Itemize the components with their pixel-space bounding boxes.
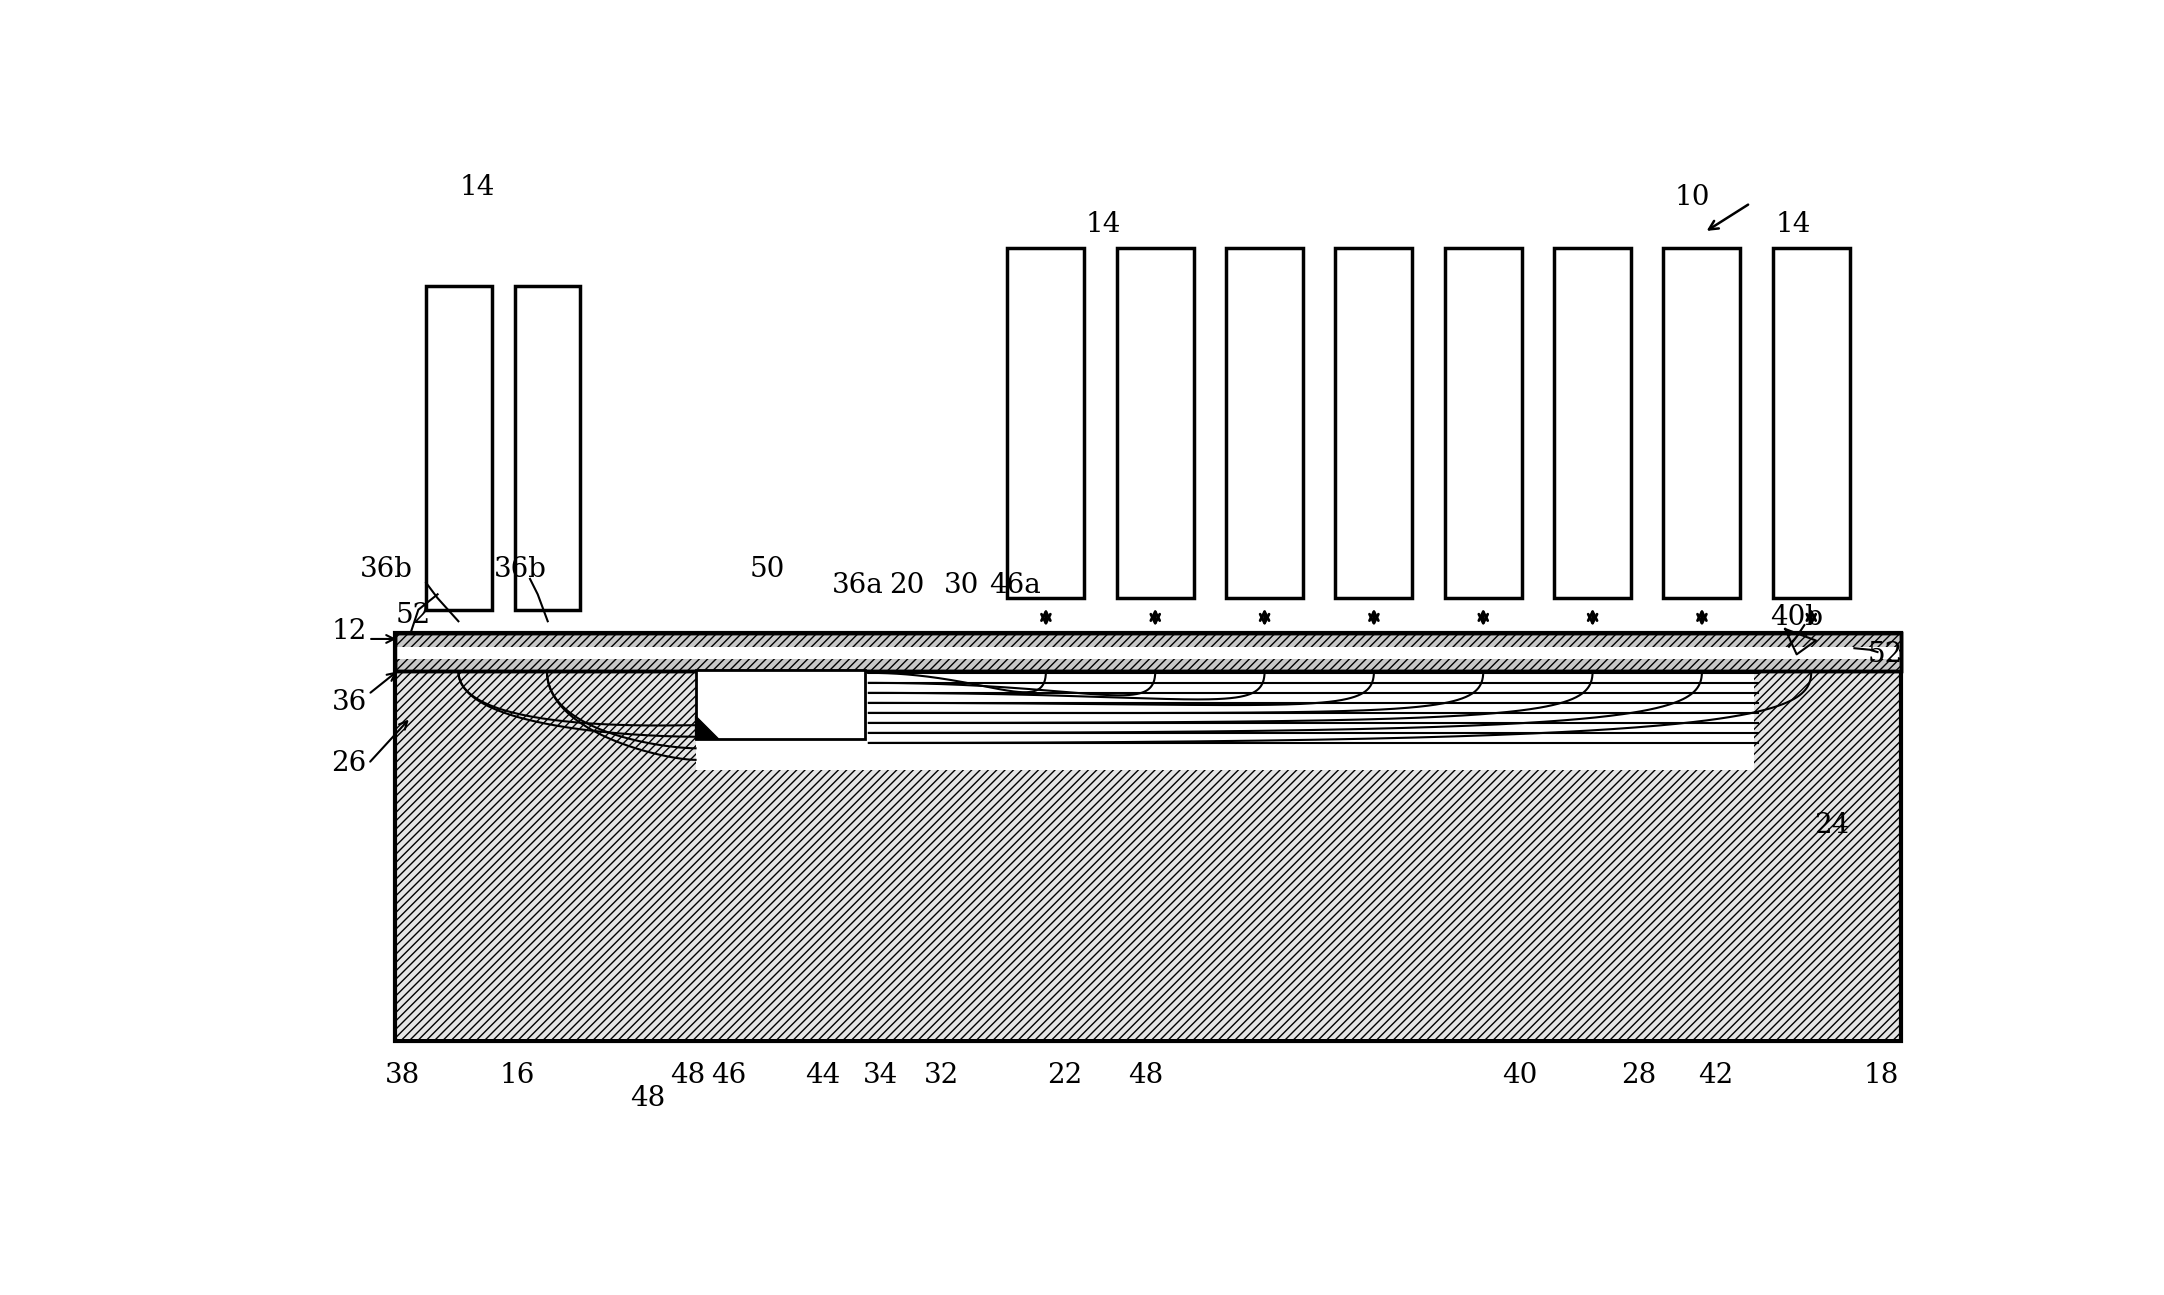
Text: 48: 48 [671,1062,705,1089]
Bar [398,670,695,769]
Text: 42: 42 [1699,1062,1733,1089]
Text: 50: 50 [749,556,786,583]
Text: 36: 36 [331,689,366,716]
Text: 14: 14 [461,175,496,201]
Text: 46a: 46a [989,571,1041,598]
Text: 30: 30 [944,571,978,598]
Bar [398,769,1898,1039]
Bar [1117,247,1195,598]
Bar [695,670,866,739]
Bar [1755,670,1898,769]
Text: 14: 14 [1086,211,1121,238]
Bar [426,286,491,610]
Text: 52: 52 [396,602,431,629]
Text: 40: 40 [1502,1062,1536,1089]
Bar [515,286,580,610]
Text: 22: 22 [1047,1062,1082,1089]
Text: 44: 44 [805,1062,840,1089]
Text: 26: 26 [331,750,366,777]
Bar [396,633,1900,1041]
Text: 48: 48 [1127,1062,1164,1089]
Text: 38: 38 [385,1062,420,1089]
Text: 36a: 36a [831,571,883,598]
Text: 24: 24 [1813,812,1848,839]
Bar [1446,247,1521,598]
Bar [398,673,1898,1039]
Bar [396,633,1900,671]
Text: 36b: 36b [359,556,413,583]
Text: 12: 12 [331,618,366,645]
Text: 52: 52 [1868,641,1902,668]
Bar [396,633,1900,671]
Bar [1008,247,1084,598]
Text: 34: 34 [863,1062,898,1089]
Text: 10: 10 [1675,184,1710,211]
Bar [1227,247,1303,598]
Text: 20: 20 [889,571,924,598]
Text: 14: 14 [1774,211,1811,238]
Text: 32: 32 [924,1062,959,1089]
Text: 16: 16 [500,1062,535,1089]
Bar [1335,247,1413,598]
Bar [1554,247,1632,598]
Text: 36b: 36b [493,556,547,583]
Bar [1772,247,1850,598]
Bar [396,646,1900,659]
Text: 40b: 40b [1770,603,1822,631]
Text: 18: 18 [1863,1062,1900,1089]
Bar [1664,247,1740,598]
Text: 48: 48 [630,1085,667,1112]
Text: 46: 46 [712,1062,747,1089]
Polygon shape [695,716,718,739]
Text: 28: 28 [1621,1062,1655,1089]
